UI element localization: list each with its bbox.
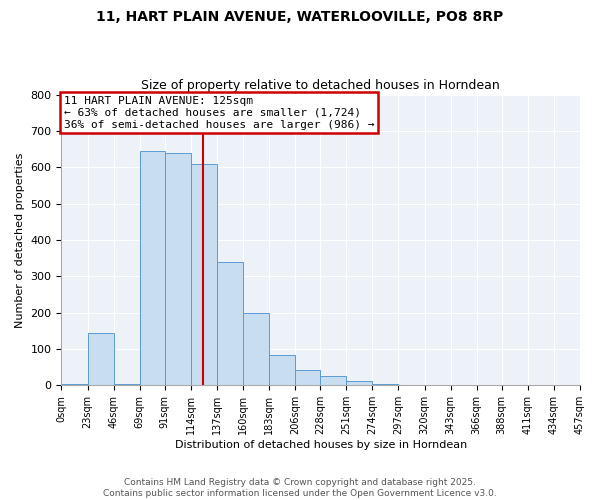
Bar [217,262,243,386]
Bar [164,152,191,386]
Bar [113,384,140,386]
Title: Size of property relative to detached houses in Horndean: Size of property relative to detached ho… [142,79,500,92]
Bar [269,355,295,386]
Text: 11, HART PLAIN AVENUE, WATERLOOVILLE, PO8 8RP: 11, HART PLAIN AVENUE, WATERLOOVILLE, PO… [97,10,503,24]
Bar [61,384,88,386]
Bar [88,332,113,386]
Bar [295,370,320,386]
Text: Contains HM Land Registry data © Crown copyright and database right 2025.
Contai: Contains HM Land Registry data © Crown c… [103,478,497,498]
Bar [140,151,164,386]
Bar [346,381,373,386]
X-axis label: Distribution of detached houses by size in Horndean: Distribution of detached houses by size … [175,440,467,450]
Bar [243,312,269,386]
Bar [191,164,217,386]
Bar [320,376,346,386]
Text: 11 HART PLAIN AVENUE: 125sqm
← 63% of detached houses are smaller (1,724)
36% of: 11 HART PLAIN AVENUE: 125sqm ← 63% of de… [64,96,374,130]
Y-axis label: Number of detached properties: Number of detached properties [15,152,25,328]
Bar [373,384,398,386]
